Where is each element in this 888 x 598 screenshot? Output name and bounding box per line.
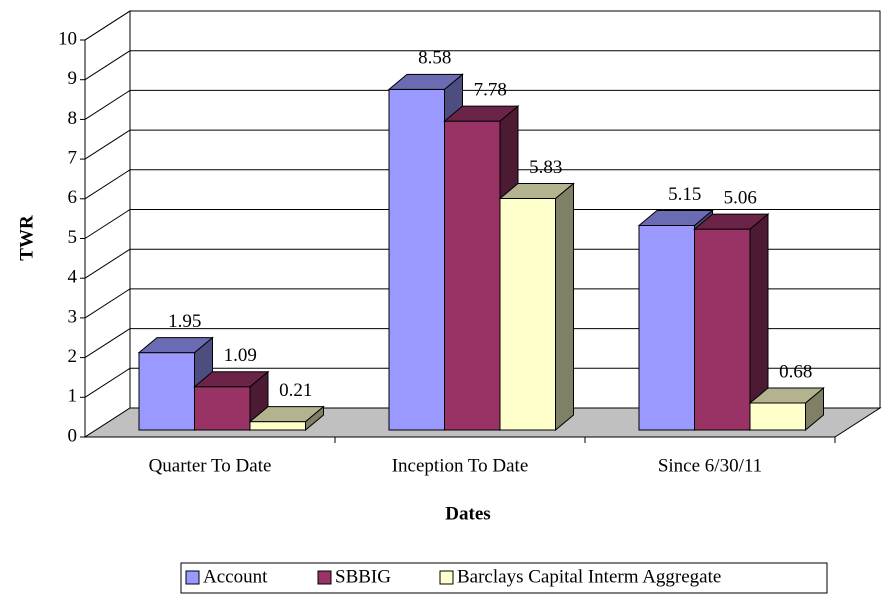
bar xyxy=(498,182,575,432)
x-tick-label: Inception To Date xyxy=(392,455,529,476)
bar-top xyxy=(498,183,575,200)
grid-line xyxy=(84,367,880,398)
x-tick-label: Quarter To Date xyxy=(149,455,272,476)
bar-front xyxy=(638,225,695,431)
grid-line xyxy=(84,169,880,200)
bar-top xyxy=(137,337,214,354)
bar-top xyxy=(248,406,325,423)
data-label: 8.58 xyxy=(418,48,451,69)
bar-front xyxy=(194,386,251,431)
grid-line xyxy=(84,10,880,41)
bar-front xyxy=(444,120,501,431)
bar-top xyxy=(693,213,770,230)
y-tick-label: 7 xyxy=(68,147,78,168)
grid-line xyxy=(84,328,880,359)
y-tick-label: 8 xyxy=(68,108,78,129)
bar-side xyxy=(555,182,574,432)
bar xyxy=(693,213,770,432)
grid-line xyxy=(84,50,880,81)
data-label: 7.78 xyxy=(474,79,507,100)
y-tick-label: 0 xyxy=(68,425,78,446)
y-tick-label: 10 xyxy=(58,28,77,49)
data-label: 5.15 xyxy=(668,184,701,205)
y-axis-label: TWR xyxy=(16,215,37,261)
y-tick-label: 2 xyxy=(68,346,78,367)
bar xyxy=(748,386,825,432)
grid-line xyxy=(84,248,880,279)
bar-front xyxy=(138,352,195,431)
legend-swatch xyxy=(439,570,454,585)
legend-label: SBBIG xyxy=(335,566,391,587)
bar-top xyxy=(748,387,825,404)
y-tick-label: 3 xyxy=(68,306,78,327)
x-tick-label: Since 6/30/11 xyxy=(658,455,762,476)
bar-front xyxy=(499,198,556,431)
data-label: 1.09 xyxy=(224,345,257,366)
bar-front xyxy=(249,421,306,431)
y-tick-label: 9 xyxy=(68,68,78,89)
data-label: 5.06 xyxy=(724,187,757,208)
x-axis-label: Dates xyxy=(445,503,490,524)
y-tick-label: 5 xyxy=(68,227,78,248)
grid-line xyxy=(84,209,880,239)
bar-top xyxy=(193,371,270,388)
data-label: 0.21 xyxy=(279,380,312,401)
grid-line xyxy=(84,288,880,319)
bar xyxy=(248,405,325,432)
grid-line xyxy=(84,89,880,120)
y-tick-label: 1 xyxy=(68,386,78,407)
bar-top xyxy=(387,73,464,90)
data-label: 5.83 xyxy=(529,157,562,178)
grid-line xyxy=(84,129,880,160)
legend-label: Barclays Capital Interm Aggregate xyxy=(457,566,721,587)
legend-label: Account xyxy=(203,566,268,587)
bar-front xyxy=(749,402,806,431)
bar-top xyxy=(637,210,714,227)
bar-front xyxy=(694,228,751,431)
legend-swatch xyxy=(317,570,332,585)
legend-swatch xyxy=(185,570,200,585)
data-label: 1.95 xyxy=(168,311,201,332)
y-tick-label: 6 xyxy=(68,187,78,208)
bar-top xyxy=(443,105,520,122)
data-label: 0.68 xyxy=(779,361,812,382)
bar-front xyxy=(388,88,445,431)
legend-box xyxy=(180,562,828,594)
y-tick-label: 4 xyxy=(68,267,78,288)
